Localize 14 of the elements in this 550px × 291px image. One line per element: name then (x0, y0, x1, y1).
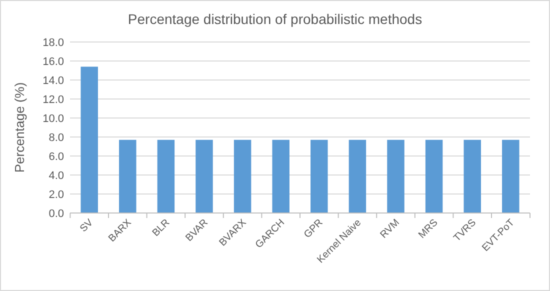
y-tick-label: 6.0 (48, 150, 64, 163)
y-axis-title: Percentage (%) (12, 82, 27, 173)
x-tick-label: BLR (150, 217, 172, 239)
y-tick-label: 8.0 (48, 132, 64, 144)
y-tick-label: 16.0 (42, 56, 64, 68)
y-tick-label: 2.0 (48, 188, 64, 201)
y-tick-label: 14.0 (42, 74, 64, 87)
chart-title: Percentage distribution of probabilistic methods (128, 11, 422, 27)
x-tick-label: SV (78, 217, 96, 235)
y-tick-label: 10.0 (42, 112, 64, 125)
y-tick-label: 18.0 (42, 36, 64, 49)
y-tick-label: 0.0 (48, 208, 64, 220)
y-tick-label: 4.0 (48, 170, 64, 182)
y-tick-label: 12.0 (42, 94, 64, 106)
